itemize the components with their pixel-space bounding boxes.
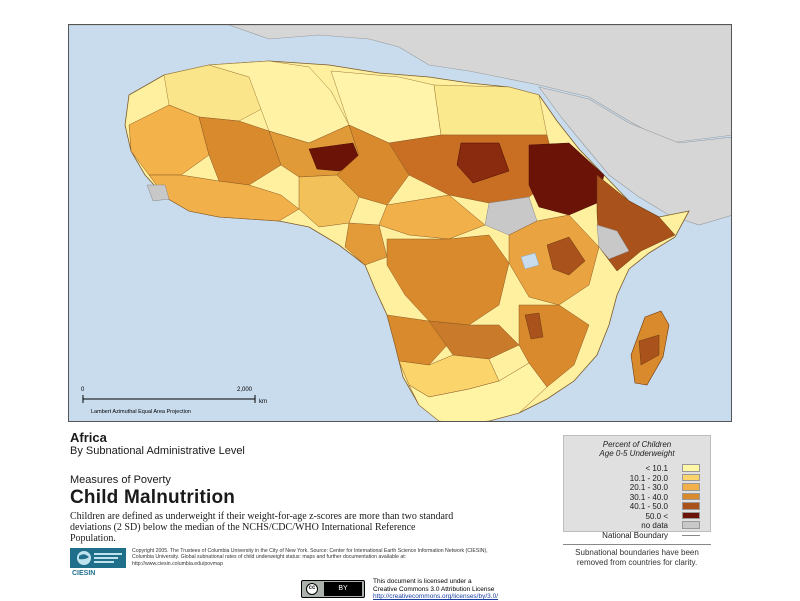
- legend-national-boundary: National Boundary: [564, 531, 710, 541]
- legend-class-0-swatch: [682, 464, 700, 472]
- region-somaliland-nodata: [596, 224, 630, 260]
- region-mali: [198, 116, 282, 186]
- series-label: Measures of Poverty: [70, 474, 171, 486]
- cc-license-badge[interactable]: cc BY: [301, 580, 365, 598]
- license-block: cc BY This document is licensed under a …: [301, 578, 561, 601]
- europe-landmass: [69, 25, 731, 144]
- legend-class-5-label: 50.0 <: [645, 511, 668, 521]
- arabia-landmass: [538, 86, 731, 226]
- legend-title-line1: Percent of Children: [602, 440, 672, 449]
- region-kenya-dark: [546, 236, 586, 276]
- legend-class-1: 10.1 - 20.0: [564, 473, 710, 484]
- map-svg: 0 2,000 km Lambert Azimuthal Equal Area …: [69, 25, 731, 421]
- legend-class-2-label: 20.1 - 30.0: [629, 483, 668, 492]
- region-drc: [386, 234, 510, 326]
- definition-text: Children are defined as underweight if t…: [70, 511, 454, 544]
- legend-national-boundary-line-symbol: [682, 534, 700, 536]
- region-senegal-nodata: [146, 184, 170, 202]
- region-mauritania: [128, 104, 210, 176]
- legend-class-0-label: < 10.1: [645, 464, 668, 473]
- africa-map: 0 2,000 km Lambert Azimuthal Equal Area …: [68, 24, 732, 422]
- region-sudan-darfur: [456, 142, 510, 184]
- legend-rows: < 10.1 10.1 - 20.0 20.1 - 30.0 30.1 - 40.0 4…: [564, 464, 710, 540]
- region-cameroon: [344, 222, 388, 266]
- legend-class-5-swatch: [682, 511, 700, 519]
- legend-class-3-swatch: [682, 492, 700, 500]
- legend-class-3-label: 30.1 - 40.0: [629, 492, 668, 502]
- license-line1: This document is licensed under a: [373, 578, 472, 585]
- legend-note: Subnational boundaries have been removed…: [575, 548, 699, 567]
- cc-icon: cc: [306, 583, 318, 595]
- legend-class-4-swatch: [682, 502, 700, 510]
- legend-class-0: < 10.1: [564, 464, 710, 474]
- credits: CIESIN Copyright 2005. The Trustees of C…: [70, 548, 490, 578]
- scale-unit-label: km: [259, 399, 267, 405]
- legend-class-5: 50.0 <: [564, 511, 710, 522]
- legend-class-4: 40.1 - 50.0: [564, 502, 710, 512]
- region-west-coast: [148, 174, 300, 222]
- ciesin-logo-text: CIESIN: [72, 570, 95, 576]
- copyright-text: Copyright 2005. The Trustees of Columbia…: [132, 548, 488, 567]
- legend-class-2: 20.1 - 30.0: [564, 483, 710, 493]
- legend-no-data-label: no data: [641, 521, 668, 530]
- legend-divider: [563, 544, 711, 545]
- title-block: Africa By Subnational Administrative Lev…: [70, 430, 550, 544]
- region-egypt: [433, 84, 548, 136]
- legend-class-1-label: 10.1 - 20.0: [629, 473, 668, 483]
- region-madagascar-dark: [638, 334, 660, 366]
- cc-by-label: BY: [324, 582, 362, 596]
- license-line2: Creative Commons 3.0 Attribution License: [373, 585, 495, 593]
- legend-title: Percent of Children Age 0-5 Underweight: [564, 440, 710, 458]
- scale-bar: 0 2,000 km Lambert Azimuthal Equal Area …: [81, 387, 267, 415]
- map-title: Child Malnutrition: [70, 487, 236, 508]
- legend-national-boundary-label: National Boundary: [602, 530, 668, 540]
- license-text: This document is licensed under a Creati…: [373, 578, 498, 601]
- legend-class-1-swatch: [682, 473, 700, 481]
- projection-label: Lambert Azimuthal Equal Area Projection: [91, 409, 191, 415]
- region-title: Africa: [70, 430, 107, 445]
- scale-start-label: 0: [81, 387, 85, 393]
- legend-class-3: 30.1 - 40.0: [564, 492, 710, 503]
- legend-class-4-label: 40.1 - 50.0: [629, 502, 668, 511]
- legend-no-data: no data: [564, 521, 710, 531]
- license-url-link[interactable]: http://creativecommons.org/licenses/by/3…: [373, 593, 499, 600]
- region-south-africa: [408, 362, 548, 421]
- region-subtitle: By Subnational Administrative Level: [70, 445, 245, 457]
- region-ethiopia: [528, 142, 605, 216]
- scale-end-label: 2,000: [237, 387, 253, 393]
- region-malawi-dark: [524, 312, 544, 340]
- region-lake-victoria: [520, 252, 540, 270]
- legend-title-line2: Age 0-5 Underweight: [599, 449, 675, 458]
- legend-class-2-swatch: [682, 483, 700, 491]
- legend: Percent of Children Age 0-5 Underweight …: [563, 435, 711, 540]
- legend-no-data-swatch: [682, 521, 700, 529]
- ciesin-logo: CIESIN: [70, 548, 126, 576]
